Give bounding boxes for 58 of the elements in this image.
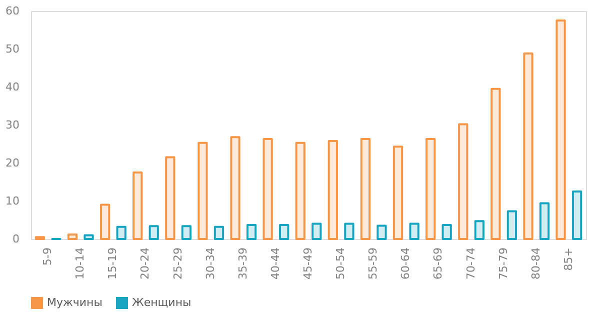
bar <box>572 190 582 240</box>
x-tick-label: 45-49 <box>302 248 314 280</box>
bar <box>474 220 484 240</box>
bar <box>230 136 240 240</box>
bar <box>116 226 126 240</box>
bar <box>539 202 550 240</box>
y-tick-label: 40 <box>6 80 20 94</box>
bar <box>100 204 110 240</box>
bar <box>392 146 404 240</box>
x-tick-label: 5-9 <box>41 248 54 266</box>
y-tick-label: 60 <box>6 4 20 18</box>
bar <box>181 225 192 240</box>
bar <box>360 138 371 240</box>
bar <box>262 138 273 240</box>
bar <box>67 233 78 240</box>
bar <box>328 140 338 240</box>
bar <box>409 222 420 240</box>
bar <box>214 226 224 240</box>
x-tick-label: 20-24 <box>138 248 152 280</box>
x-tick-label: 50-54 <box>334 248 348 280</box>
legend-label: Мужчины <box>47 296 102 309</box>
bar <box>523 52 534 240</box>
x-tick-label: 75-79 <box>496 248 510 280</box>
x-tick-label: 85+ <box>562 248 575 271</box>
y-tick-label: 30 <box>6 118 20 132</box>
bar <box>279 224 290 240</box>
y-tick-label: 10 <box>6 194 20 208</box>
bar <box>344 222 354 240</box>
bar <box>458 123 468 240</box>
x-tick-label: 60-64 <box>399 248 412 280</box>
bar <box>556 20 566 240</box>
x-tick-label: 40-44 <box>268 248 282 280</box>
x-tick-label: 65-69 <box>432 248 445 280</box>
y-tick-label: 50 <box>6 42 20 56</box>
bar <box>165 156 176 240</box>
x-tick-label: 35-39 <box>236 248 250 280</box>
bar <box>490 88 501 240</box>
x-tick-label: 15-19 <box>106 248 120 280</box>
bar <box>442 224 452 240</box>
x-tick-label: 55-59 <box>366 248 380 280</box>
legend-label: Женщины <box>132 296 192 309</box>
y-tick-label: 20 <box>6 156 20 170</box>
bar <box>295 142 306 240</box>
bar <box>246 224 257 240</box>
bar <box>148 225 159 240</box>
bar <box>312 222 322 240</box>
bar <box>376 224 387 240</box>
bar <box>84 234 94 240</box>
bar <box>506 210 518 240</box>
y-tick-label: 0 <box>12 232 20 246</box>
x-tick-label: 25-29 <box>171 248 184 280</box>
x-tick-label: 30-34 <box>204 248 217 280</box>
x-tick-label: 10-14 <box>74 248 87 280</box>
bar <box>198 142 208 240</box>
x-tick-label: 70-74 <box>464 248 478 280</box>
bar <box>132 172 143 240</box>
x-tick-label: 80-84 <box>529 248 542 280</box>
bar <box>426 138 436 240</box>
